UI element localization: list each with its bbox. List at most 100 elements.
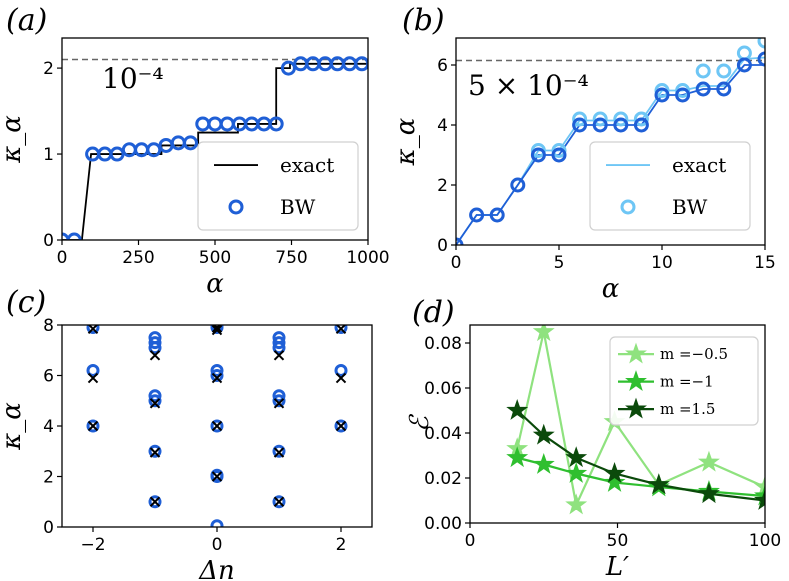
y-tick-label: 2 — [43, 59, 54, 79]
circle-point — [716, 63, 732, 79]
circle-point — [272, 389, 286, 403]
x-tick-label: 2 — [336, 535, 347, 555]
y-tick-label: 6 — [437, 56, 448, 76]
annotation: 5 × 10⁻⁴ — [468, 69, 589, 102]
x-axis-label: α — [206, 269, 224, 299]
legend-marker — [625, 370, 647, 391]
axes-frame — [455, 37, 766, 246]
cross-point — [211, 325, 223, 336]
circle-point — [210, 468, 224, 482]
star-point — [754, 475, 765, 497]
legend: exact BW — [197, 141, 359, 231]
star-point — [565, 493, 588, 515]
y-tick-label: 0 — [437, 236, 448, 256]
circle-point — [148, 394, 162, 408]
panel-label: (d) — [412, 295, 455, 330]
star-point — [532, 325, 555, 342]
legend-box — [589, 141, 751, 231]
series-1 — [456, 64, 765, 245]
cross-point — [149, 398, 161, 409]
x-tick-label: 50 — [607, 531, 629, 551]
star-point — [532, 452, 555, 474]
legend-label: m =1.5 — [660, 400, 715, 418]
legend-marker — [625, 397, 647, 419]
circle-point — [716, 81, 732, 97]
cross-point — [87, 420, 99, 432]
x-tick-label: 250 — [122, 248, 154, 268]
series-1 — [87, 325, 347, 507]
cross-point — [149, 350, 161, 361]
circle-point — [210, 519, 224, 527]
circle-point — [86, 363, 100, 377]
circle-point — [148, 495, 162, 509]
y-tick-label: 0.06 — [424, 379, 462, 399]
y-tick-label: 0 — [43, 518, 54, 538]
circle-point — [469, 207, 485, 223]
circle-point — [572, 111, 588, 127]
circle-point — [219, 116, 235, 132]
plot-area — [456, 38, 765, 245]
cross-point — [335, 325, 347, 334]
x-tick-label: 0 — [465, 531, 476, 551]
circle-point — [109, 146, 125, 162]
x-axis-label: α — [602, 274, 620, 304]
circle-point — [736, 57, 752, 73]
y-axis-label: ℰ — [405, 414, 435, 432]
panel-d: 0 50 1000.000.020.040.060.08L′ℰ(d)m =−0.5m… — [405, 295, 781, 581]
x-axis-label: Δn — [198, 556, 235, 581]
circle-point — [675, 87, 691, 103]
cross-point — [335, 372, 347, 384]
circle-point — [592, 117, 608, 133]
circle-point — [272, 336, 286, 350]
x-axis-label: L′ — [605, 552, 629, 581]
circle-point — [268, 116, 284, 132]
x-tick-label: 1000 — [346, 248, 389, 268]
x-tick-label: 750 — [275, 248, 307, 268]
circle-point — [148, 336, 162, 350]
y-tick-label: 2 — [43, 468, 54, 488]
circle-point — [146, 142, 162, 158]
circle-point — [272, 394, 286, 408]
legend-label: BW — [672, 195, 708, 219]
circle-point — [170, 135, 186, 151]
legend-marker — [228, 199, 244, 215]
legend-label: m =−1 — [660, 373, 714, 391]
panel-a: 0 250 500 750 1000 0 1 2 α κ_α (a) 10⁻⁴ exact BW — [0, 3, 390, 299]
circle-point — [736, 45, 752, 61]
circle-point — [280, 60, 296, 76]
panel-c: −2 0 2 0 2 4 6 8 Δn κ_α (c) — [0, 285, 373, 581]
x-tick-label: 5 — [554, 253, 565, 273]
circle-point — [592, 111, 608, 127]
panel-label: (c) — [6, 285, 46, 320]
cross-point — [211, 372, 223, 384]
star-point — [565, 446, 588, 468]
circle-point — [183, 135, 199, 151]
circle-point — [613, 111, 629, 127]
star-point — [647, 473, 670, 495]
legend-label: m =−0.5 — [660, 345, 728, 363]
x-tick-label: 0 — [57, 248, 68, 268]
cross-point — [87, 372, 99, 384]
circle-point — [272, 331, 286, 345]
circle-point — [334, 363, 348, 377]
y-tick-label: 2 — [437, 176, 448, 196]
circle-point — [66, 232, 82, 240]
star-point — [506, 398, 529, 420]
series-line — [516, 456, 765, 498]
circle-point — [207, 116, 223, 132]
plot-area — [506, 325, 765, 515]
circle-point — [334, 325, 348, 335]
circle-point — [633, 117, 649, 133]
y-tick-label: 6 — [43, 367, 54, 387]
legend-box — [197, 141, 359, 231]
panel-b: 0 5 10 15 0 2 4 6 α κ_α (b) 5 × 10⁻⁴ exact BW — [391, 3, 776, 304]
series-bw — [62, 56, 368, 240]
legend: exact BW — [589, 141, 751, 231]
panel-label: (a) — [6, 3, 47, 38]
x-tick-label: 15 — [754, 253, 776, 273]
y-tick-label: 0.02 — [424, 469, 462, 489]
cross-point — [273, 398, 285, 409]
series-m-1-5 — [506, 398, 765, 510]
legend-label: exact — [280, 153, 334, 177]
legend-label: BW — [280, 195, 316, 219]
